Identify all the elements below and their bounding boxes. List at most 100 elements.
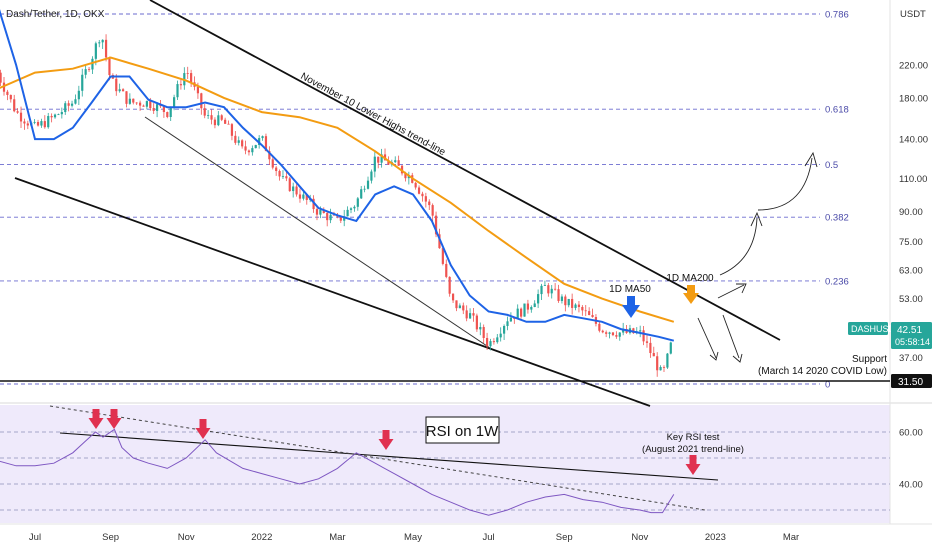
candle-body — [588, 311, 591, 315]
price-axis-label: 220.00 — [899, 60, 928, 71]
candle-body — [642, 330, 645, 342]
candle-body — [571, 298, 574, 308]
time-axis-label: Jul — [29, 532, 41, 543]
candle-body — [421, 193, 424, 197]
candle-body — [496, 337, 499, 343]
candle-body — [540, 285, 543, 295]
projection-up-line — [717, 284, 745, 299]
candle-body — [176, 84, 179, 98]
candle-body — [656, 356, 659, 371]
candle-body — [315, 209, 319, 215]
candle-body — [530, 306, 533, 310]
projection-up-arrowhead — [736, 283, 747, 294]
candle-body — [0, 72, 2, 83]
candle-body — [489, 341, 492, 347]
symbol-badge-text: DASHUSDT — [851, 324, 901, 334]
candle-body — [618, 332, 621, 337]
candle-body — [577, 304, 581, 307]
candle-body — [574, 304, 577, 308]
candle-body — [121, 89, 125, 92]
candle-body — [622, 329, 625, 333]
candle-body — [94, 43, 97, 59]
candle-body — [108, 57, 111, 76]
channel-mid-line[interactable] — [144, 116, 491, 349]
candle-body — [499, 333, 502, 338]
candle-body — [292, 186, 295, 192]
candle-body — [662, 367, 666, 368]
candle-body — [210, 115, 213, 120]
rsi-red-arrow-icon — [378, 430, 394, 450]
candle-body — [13, 99, 16, 112]
candle-body — [60, 112, 63, 115]
time-axis[interactable]: Jul Sep Nov 2022 Mar May Jul Sep Nov 2023 Mar — [29, 532, 799, 543]
candle-body — [2, 82, 6, 92]
candle-body — [468, 313, 472, 319]
candle-body — [533, 303, 536, 307]
candle-body — [6, 91, 9, 95]
price-axis-label: 37.00 — [899, 353, 923, 364]
candle-body — [53, 114, 57, 118]
rsi-test-sublabel: (August 2021 trend-line) — [642, 444, 744, 455]
candle-body — [387, 160, 390, 165]
symbol-badge — [848, 322, 888, 335]
candle-body — [305, 194, 308, 200]
candle-body — [173, 97, 176, 107]
time-axis-label: Mar — [783, 532, 799, 543]
candle-body — [319, 209, 322, 215]
candle-body — [537, 294, 540, 304]
candle-body — [115, 78, 118, 92]
candle-body — [47, 116, 50, 128]
candle-body — [74, 99, 77, 104]
ma50-label: 1D MA50 — [609, 284, 651, 295]
candle-body — [179, 84, 183, 86]
candle-body — [125, 91, 128, 104]
candle-body — [57, 114, 60, 116]
projection-arrowhead-2 — [804, 151, 818, 168]
candle-body — [356, 198, 359, 207]
fib-level-label: 0.236 — [825, 276, 849, 287]
candle-body — [87, 69, 91, 70]
arrow-shaft — [110, 409, 118, 418]
rsi-title: RSI on 1W — [426, 423, 499, 440]
candle-body — [84, 69, 87, 75]
candle-body — [353, 206, 356, 209]
rsi-dashed-trendline[interactable] — [49, 405, 706, 511]
candle-body — [404, 173, 407, 179]
lower-highs-trendline[interactable] — [149, 0, 781, 341]
candle-body — [649, 342, 652, 354]
support-label: Support — [852, 354, 887, 365]
support-sublabel: (March 14 2020 COVID Low) — [758, 366, 887, 377]
time-axis-label: Sep — [556, 532, 573, 543]
candle-body — [104, 39, 108, 58]
fib-level-label: 0.382 — [825, 213, 849, 224]
rsi-red-arrow-icon — [88, 409, 104, 429]
candle-body — [145, 101, 148, 107]
candle-body — [377, 156, 380, 163]
candle-body — [298, 194, 302, 199]
price-axis-label: 75.00 — [899, 237, 923, 248]
rsi-red-arrow-icon — [195, 419, 211, 439]
candle-body — [329, 214, 332, 221]
current-price-badge — [891, 322, 932, 349]
projection-curve-2 — [757, 157, 813, 211]
candle-body — [9, 94, 12, 100]
current-price-value: 42.51 — [897, 325, 922, 336]
candle-body — [332, 214, 336, 216]
candle-body — [526, 303, 530, 310]
rsi-support-line[interactable] — [59, 432, 719, 481]
rsi-axis[interactable]: 60.00 40.00 — [899, 428, 923, 491]
candle-body — [564, 296, 567, 306]
projection-curve-1 — [719, 217, 758, 276]
candle-body — [472, 313, 475, 316]
candle-body — [601, 330, 604, 333]
ma200-label: 1D MA200 — [666, 273, 714, 284]
candle-body — [326, 213, 329, 221]
candle-body — [234, 135, 237, 143]
candle-body — [414, 182, 417, 188]
channel-lower-line[interactable] — [14, 177, 651, 407]
arrow-head — [106, 418, 122, 429]
candle-body — [213, 119, 217, 126]
candle-body — [465, 310, 468, 319]
candle-body — [67, 103, 70, 106]
